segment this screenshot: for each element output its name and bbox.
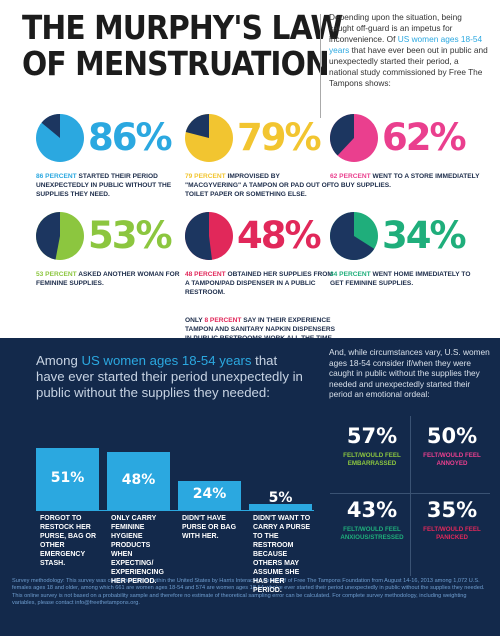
stat-percent: 79%: [237, 116, 322, 159]
stat-caption: 79 PERCENT IMPROVISED BY "MACGYVERING" A…: [185, 173, 331, 198]
pie-slice-remainder: [185, 114, 209, 138]
emotion-value: 57%: [346, 424, 398, 448]
bar-value-label: 24%: [192, 486, 227, 503]
bar-baseline: [36, 510, 314, 511]
pie-slice-remainder: [36, 212, 60, 260]
stat-percent: 62%: [382, 116, 467, 159]
bar-value-label: 51%: [50, 470, 85, 486]
pie-slice-remainder: [185, 212, 213, 260]
stat-caption-lead: 79 PERCENT: [185, 173, 226, 180]
pie-icon: [36, 114, 84, 162]
title-line-2: OF MENSTRUATION: [22, 44, 330, 83]
stat-caption: 62 PERCENT WENT TO A STORE IMMEDIATELY T…: [330, 173, 480, 189]
bar: [107, 451, 170, 510]
methodology-text: Survey methodology: This survey was cond…: [12, 578, 485, 606]
stat-caption-lead: 53 PERCENT: [36, 271, 77, 278]
page-title: THE MURPHY'S LAW OF MENSTRUATION: [22, 8, 343, 83]
stat-caption-lead: 62 PERCENT: [330, 173, 371, 180]
pie-icon: [330, 114, 378, 162]
stat-percent: 86%: [88, 116, 173, 159]
intro-text: Depending upon the situation, being caug…: [329, 12, 488, 88]
emotion-label: FELT/WOULD FEEL ANNOYED: [423, 452, 481, 467]
bar-category-label: ONLY CARRY FEMININE HYGIENE PRODUCTS WHE…: [111, 515, 164, 585]
stat-caption: 53 PERCENT ASKED ANOTHER WOMAN FOR FEMIN…: [36, 271, 180, 287]
pie-slice-remainder: [330, 212, 375, 260]
pie-icon: [185, 114, 233, 162]
divider: [320, 14, 321, 118]
emotion-label: FELT/WOULD FEEL EMBARRASSED: [343, 452, 401, 467]
stat-caption: 48 PERCENT OBTAINED HER SUPPLIES FROM A …: [185, 271, 333, 296]
emotion-label: FELT/WOULD FEEL ANXIOUS/STRESSED: [340, 526, 404, 541]
question-text: Among US women ages 18-54 years that hav…: [36, 353, 303, 400]
stat-percent: 53%: [88, 214, 173, 257]
bar-category-label: DIDN'T WANT TO CARRY A PURSE TO THE REST…: [253, 515, 311, 594]
bar: [36, 448, 99, 510]
emotion-cell: 35% FELT/WOULD FEEL PANICKED: [412, 498, 492, 542]
emotion-label: FELT/WOULD FEEL PANICKED: [423, 526, 481, 541]
bar-value-label: 5%: [268, 490, 293, 506]
stat-caption: 34 PERCENT WENT HOME IMMEDIATELY TO GET …: [330, 271, 471, 287]
pie-slice-remainder: [41, 114, 60, 138]
bar: [249, 503, 312, 510]
bar-category-label: DIDN'T HAVE PURSE OR BAG WITH HER.: [182, 515, 237, 540]
emotion-cell: 43% FELT/WOULD FEEL ANXIOUS/STRESSED: [332, 498, 412, 542]
pie-slice-remainder: [330, 114, 354, 156]
stat-caption-lead: 34 PERCENT: [330, 271, 371, 278]
pie-icon: [185, 212, 233, 260]
emotion-value: 50%: [426, 424, 478, 448]
stat-percent: 48%: [237, 214, 322, 257]
grid-divider-vertical: [410, 416, 411, 576]
bar-value-label: 48%: [121, 471, 156, 488]
emotional-intro: And, while circumstances vary, U.S. wome…: [329, 347, 490, 399]
emotion-cell: 57% FELT/WOULD FEEL EMBARRASSED: [332, 424, 412, 468]
pie-icon: [36, 212, 84, 260]
stat-caption: 86 PERCENT STARTED THEIR PERIOD UNEXPECT…: [36, 173, 172, 198]
pie-icon: [330, 212, 378, 260]
stat-caption-lead: 86 PERCENT: [36, 173, 77, 180]
question-highlight: US women ages 18-54 years: [81, 353, 252, 368]
stat-percent: 34%: [382, 214, 467, 257]
top-section: THE MURPHY'S LAW OF MENSTRUATION Dependi…: [22, 8, 488, 342]
title-line-1: THE MURPHY'S LAW: [22, 8, 343, 47]
emotion-value: 43%: [346, 498, 398, 522]
bar-category-label: FORGOT TO RESTOCK HER PURSE, BAG OR OTHE…: [40, 515, 97, 567]
bar: [178, 480, 241, 510]
intro-highlight: US women ages 18-54 years: [329, 34, 483, 55]
stat-caption-lead: 48 PERCENT: [185, 271, 226, 278]
emotion-value: 35%: [426, 498, 478, 522]
emotion-cell: 50% FELT/WOULD FEEL ANNOYED: [412, 424, 492, 468]
